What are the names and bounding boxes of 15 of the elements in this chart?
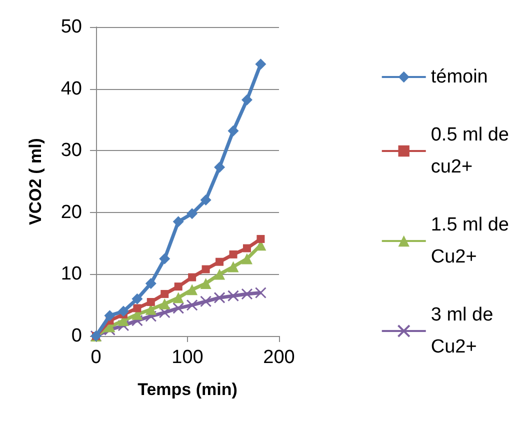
y-tick-label: 0 xyxy=(71,326,82,346)
y-tick-label: 50 xyxy=(60,16,82,38)
y-axis-title: VCO2 ( ml) xyxy=(26,138,45,225)
y-tick-label: 40 xyxy=(60,78,82,100)
legend-label: 1.5 ml de Cu2+ xyxy=(430,214,510,268)
legend-label: témoin xyxy=(430,66,488,88)
y-tick-label: 30 xyxy=(60,140,82,162)
x-axis-title: Temps (min) xyxy=(138,380,238,399)
legend-label: 3 ml de Cu2+ xyxy=(430,304,494,358)
y-tick-label: 20 xyxy=(60,202,82,223)
y-tick-label: 10 xyxy=(60,264,82,285)
x-tick-label: 100 xyxy=(172,347,204,368)
x-tick-label: 200 xyxy=(263,347,295,368)
x-tick-label: 0 xyxy=(90,347,102,368)
legend-label: 0.5 ml de cu2+ xyxy=(430,124,510,178)
